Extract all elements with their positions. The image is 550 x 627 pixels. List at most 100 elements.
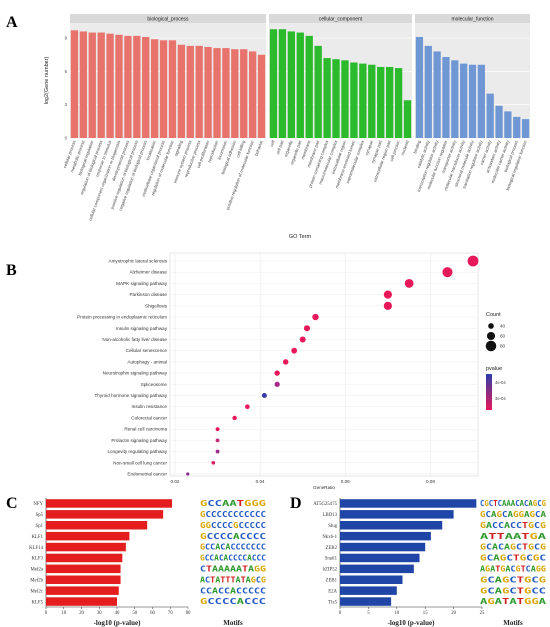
motif-letter: C xyxy=(244,510,250,519)
motif-logo: CGCTCAAACACAGCG xyxy=(480,499,546,508)
bar xyxy=(46,542,126,552)
dot xyxy=(282,359,289,365)
motif-letter: G xyxy=(540,543,547,552)
bar xyxy=(195,45,203,139)
legend-size-swatch xyxy=(485,340,497,352)
bar xyxy=(486,93,494,138)
motif-letter: T xyxy=(220,575,226,584)
y-tick-label: Colorectal cancer xyxy=(131,415,167,420)
motif-letter: A xyxy=(218,564,225,573)
motif-letter: C xyxy=(242,554,247,563)
x-axis-label: -log10 (p-value) xyxy=(94,619,142,627)
y-tick-label: Shigellosis xyxy=(145,303,168,308)
x-tick-label: signaling xyxy=(173,139,184,157)
motif-logo: ACTATTTATAGCG xyxy=(200,575,267,584)
y-tick-label: Thyroid hormone signaling pathway xyxy=(94,393,167,398)
motif-letter: C xyxy=(498,543,504,552)
y-tick-label: Sp5 xyxy=(36,513,44,518)
bar xyxy=(159,40,168,138)
x-tick-label: 20 xyxy=(79,611,84,616)
motif-letter: C xyxy=(486,543,492,552)
motif-letter: C xyxy=(250,510,256,519)
motif-letter: C xyxy=(515,499,519,508)
x-tick-label: membrane xyxy=(300,139,312,160)
y-tick-label: MAPK signaling pathway xyxy=(116,281,168,286)
y-tick-label: Amyotrophic lateral sclerosis xyxy=(109,259,168,264)
motif-letter: C xyxy=(222,597,229,606)
y-tick-label: Longevity regulating pathway xyxy=(107,449,167,454)
motif-letter: C xyxy=(516,543,522,552)
motif-letter: G xyxy=(524,575,532,584)
motif-letter: G xyxy=(261,575,267,584)
motif-letter: A xyxy=(229,499,237,508)
bar xyxy=(46,499,173,508)
bar xyxy=(106,33,114,138)
motif-letter: C xyxy=(509,575,516,584)
dot xyxy=(186,472,190,476)
motif-letter: G xyxy=(480,575,488,584)
motif-letter: G xyxy=(480,510,486,519)
bar xyxy=(314,45,322,139)
motif-letter: A xyxy=(247,554,252,563)
kegg-dot-plot: 0.02 0.04 0.06 0.08 Amyotrophic lateral scle… xyxy=(77,252,506,490)
motif-letter: A xyxy=(248,564,255,573)
bar xyxy=(350,62,358,138)
bar xyxy=(296,32,304,138)
motif-letter: T xyxy=(206,564,213,573)
bar xyxy=(433,51,441,138)
motif-letter: C xyxy=(222,521,228,530)
motif-letter: C xyxy=(220,532,227,541)
motif-letter: G xyxy=(200,554,205,563)
motif-letter: C xyxy=(261,521,267,530)
motif-letter: G xyxy=(533,554,540,563)
panel-letter-b: B xyxy=(6,262,17,279)
x-tick-label: nucleoid xyxy=(400,139,410,156)
motif-letter: C xyxy=(246,543,251,552)
motif-letter: A xyxy=(224,554,229,563)
y-tick-label: E2A xyxy=(328,589,337,594)
motif-letter: C xyxy=(524,499,528,508)
bar xyxy=(340,564,414,574)
motif-letter: C xyxy=(210,543,215,552)
motif-letter: C xyxy=(207,532,214,541)
motif-letter: C xyxy=(246,532,253,541)
bar xyxy=(504,111,512,138)
bar xyxy=(204,46,212,139)
bar xyxy=(248,51,257,138)
motif-letter: C xyxy=(207,499,214,508)
motif-letter: C xyxy=(256,543,261,552)
x-tick-label: 0 xyxy=(339,611,342,616)
facet-strip xyxy=(70,14,266,23)
bar xyxy=(332,59,340,138)
motif-letter: A xyxy=(480,532,489,541)
x-axis-label: GO Term xyxy=(289,234,312,240)
motif-letter: C xyxy=(233,554,238,563)
legend-size-label: 40 xyxy=(500,324,506,329)
motif-logo: GCCACACCCCACCC xyxy=(200,554,266,563)
motif-letter: C xyxy=(254,586,260,595)
motif-letter: A xyxy=(212,564,219,573)
motif-letter: G xyxy=(480,554,487,563)
motif-letter: G xyxy=(536,564,542,573)
motif-letter: C xyxy=(242,586,248,595)
motif-logo: CCACCACCCCC xyxy=(200,586,266,595)
bar xyxy=(415,36,424,138)
motif-letter: G xyxy=(200,499,208,508)
motif-letter: T xyxy=(237,499,245,508)
motif-letter: G xyxy=(540,521,547,530)
motif-letter: G xyxy=(530,510,536,519)
bar xyxy=(133,35,141,138)
motif-letter: T xyxy=(210,575,216,584)
bar xyxy=(46,597,117,606)
motif-letter: C xyxy=(211,510,217,519)
panel-letter-d: D xyxy=(290,495,302,512)
motif-letter: C xyxy=(534,521,540,530)
motif-letter: C xyxy=(502,510,508,519)
dot xyxy=(299,336,306,343)
y-tick-label: Sp1 xyxy=(36,524,44,529)
motif-letter: C xyxy=(506,554,513,563)
x-tick-label: 0 xyxy=(45,611,48,616)
